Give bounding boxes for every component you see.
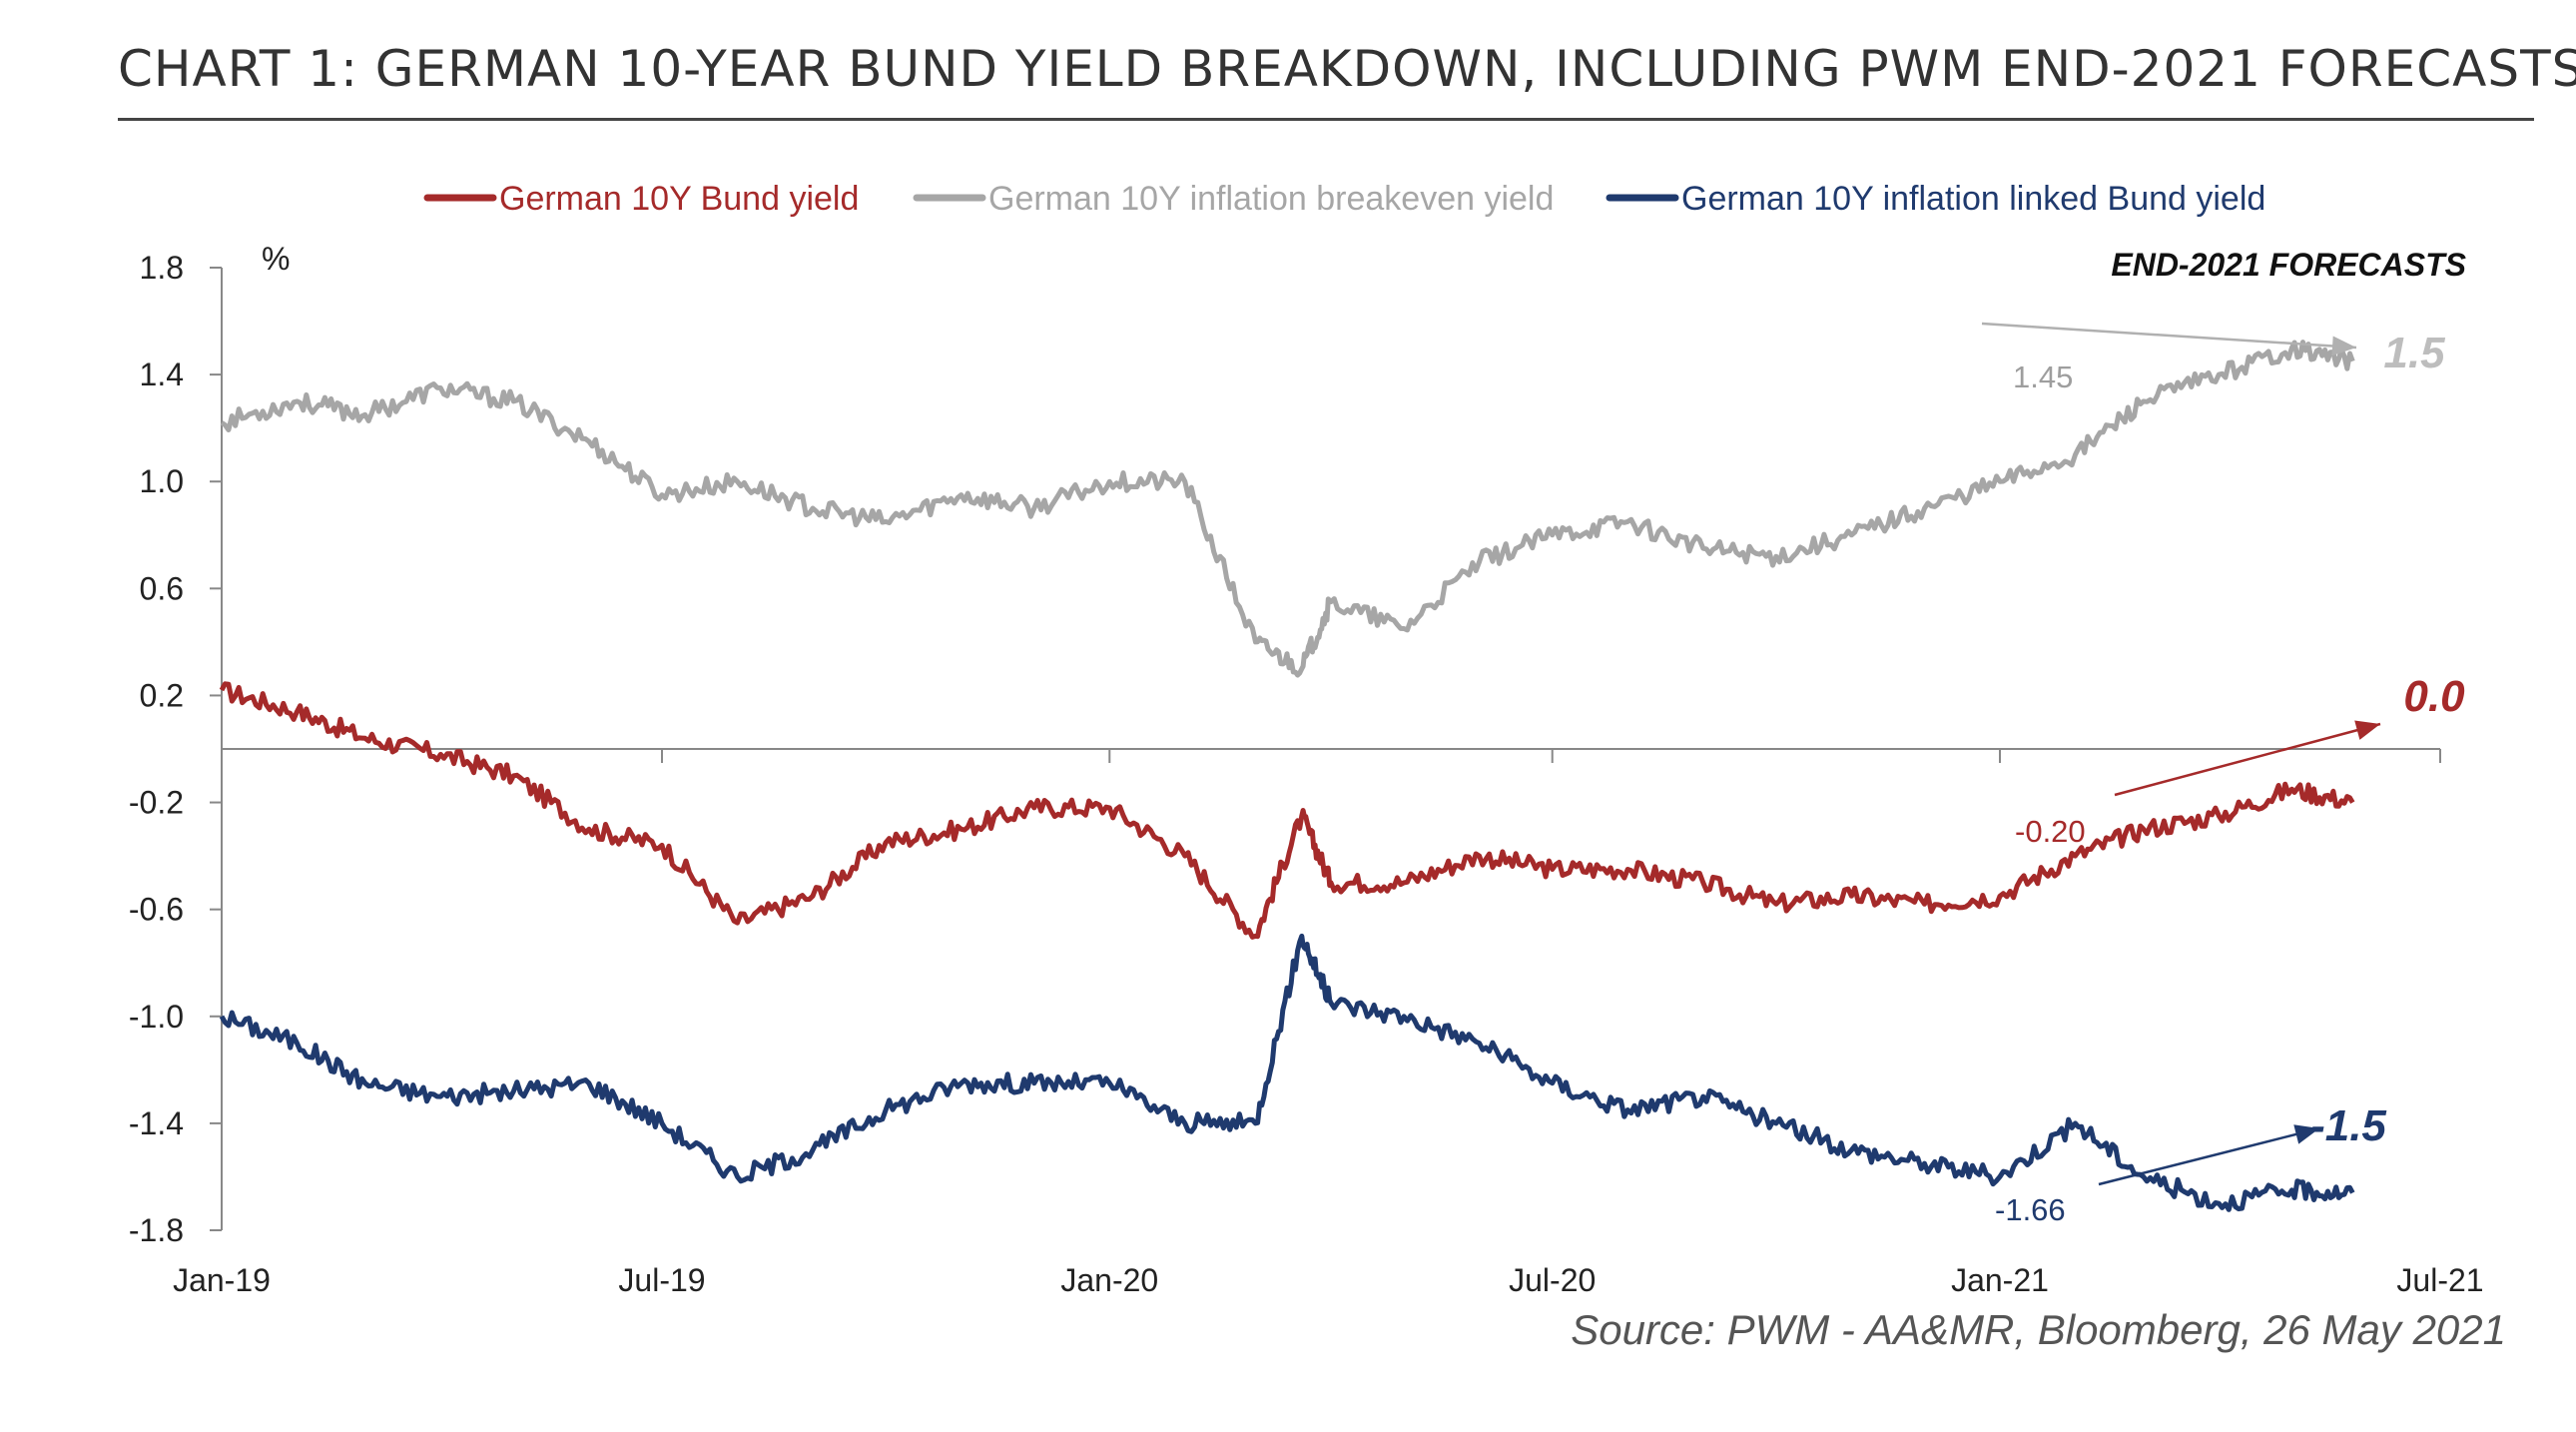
source-note: Source: PWM - AA&MR, Bloomberg, 26 May 2… [1571,1306,2506,1353]
y-tick-label: 0.2 [140,677,184,713]
forecast-value: 1.5 [2383,329,2445,377]
forecast-arrowhead [2331,336,2356,357]
y-tick-label: -0.6 [129,892,184,928]
x-tick-label: Jul-21 [2396,1262,2483,1298]
axes: 1.8 1.4 1.0 0.6 0.2 -0.2 -0.6 -1.0 -1.4 -1.8% Jan-… [129,241,2484,1298]
forecast-value: 0.0 [2403,672,2465,721]
y-tick-label: -0.2 [129,785,184,821]
last-value-label: -1.66 [1995,1192,2066,1227]
series-lines [219,340,2355,1212]
legend-label: German 10Y inflation linked Bund yield [1681,180,2265,218]
legend: German 10Y Bund yield German 10Y inflatio… [423,180,2265,218]
x-tick-label: Jan-20 [1060,1262,1158,1298]
forecast-arrow [2098,1126,2320,1186]
series-line [219,681,2355,940]
x-tick-label: Jul-20 [1509,1262,1596,1298]
last-value-label: -0.20 [2015,814,2086,849]
y-tick-label: 0.6 [140,570,184,606]
last-value-label: 1.45 [2013,359,2073,394]
title-rule [118,118,2534,121]
y-tick-label: 1.4 [140,357,184,392]
chart-title: CHART 1: GERMAN 10-YEAR BUND YIELD BREAK… [118,40,2576,98]
forecast-header: END-2021 FORECASTS [2111,247,2466,283]
x-tick-label: Jul-19 [618,1262,705,1298]
forecast-annotations: END-2021 FORECASTS 1.45 1.5 -0.20 0.0 -1.66 -1… [1981,247,2467,1227]
legend-label: German 10Y inflation breakeven yield [988,180,1554,218]
forecast-arrow [2114,722,2381,797]
legend-label: German 10Y Bund yield [499,180,859,218]
x-tick-label: Jan-19 [173,1262,271,1298]
series-line [220,340,2355,678]
forecast-arrow [1981,322,2357,350]
y-tick-label: -1.0 [129,999,184,1035]
y-tick-label: 1.0 [140,463,184,499]
y-tick-label: -1.4 [129,1105,184,1141]
y-tick-label: -1.8 [129,1212,184,1248]
forecast-value: -1.5 [2310,1101,2386,1150]
y-tick-label: 1.8 [140,250,184,286]
y-unit-label: % [262,241,290,277]
x-tick-label: Jan-21 [1951,1262,2049,1298]
forecast-arrowhead [2354,720,2380,740]
forecast-arrowhead [2293,1124,2319,1144]
series-line [219,933,2355,1212]
